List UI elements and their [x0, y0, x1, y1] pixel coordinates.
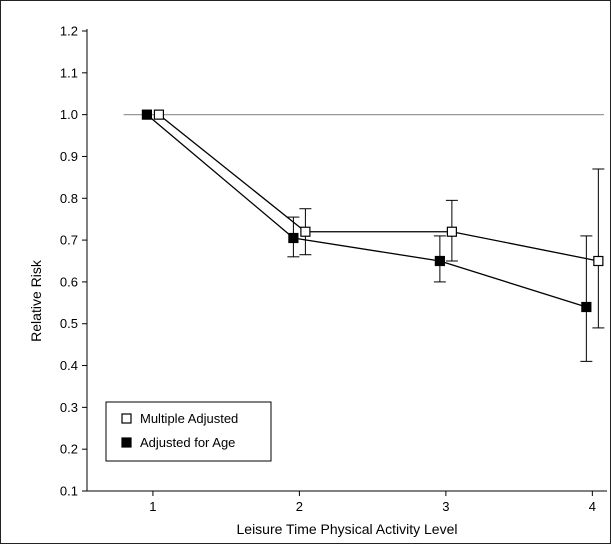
legend: Multiple Adjusted Adjusted for Age	[105, 401, 272, 462]
x-tick-label: 2	[296, 499, 303, 514]
legend-open-square-icon	[121, 413, 132, 424]
series-multiple-adjusted	[153, 109, 605, 329]
y-tick-label: 1.0	[60, 107, 78, 122]
y-tick-label: 0.8	[60, 191, 78, 206]
y-tick-label: 0.2	[60, 442, 78, 457]
axes: 0.1 0.2 0.3 0.4 0.5 0.6 0.7 0.8 0.9 1.0 1.1 1.2 1 2 3 4	[60, 24, 607, 514]
axis-labels: Leisure Time Physical Activity Level Rel…	[28, 259, 457, 537]
data-point-filled-square	[434, 255, 445, 267]
data-point-open-square	[153, 109, 165, 120]
legend-label-adjusted-for-age: Adjusted for Age	[140, 435, 235, 450]
y-tick-label: 0.9	[60, 149, 78, 164]
x-axis-title: Leisure Time Physical Activity Level	[237, 521, 458, 537]
series-adjusted-for-age	[141, 109, 593, 362]
series-line	[158, 114, 599, 262]
x-tick-label: 4	[589, 499, 596, 514]
legend-filled-square-icon	[121, 437, 132, 448]
data-point-open-square	[593, 255, 604, 267]
y-tick-label: 0.5	[60, 316, 78, 331]
x-tick-label: 3	[442, 499, 449, 514]
legend-label-multiple-adjusted: Multiple Adjusted	[140, 411, 238, 426]
y-tick-label: 0.7	[60, 233, 78, 248]
y-tick-label: 0.6	[60, 274, 78, 289]
series-group	[141, 109, 605, 362]
data-point-filled-square	[141, 109, 153, 120]
x-tick-label: 1	[149, 499, 156, 514]
data-point-open-square	[446, 226, 457, 237]
data-point-filled-square	[288, 232, 299, 244]
y-tick-label: 1.1	[60, 65, 78, 80]
y-axis-title: Relative Risk	[28, 259, 44, 342]
series-line	[146, 114, 587, 308]
legend-box	[105, 401, 272, 462]
y-tick-label: 1.2	[60, 24, 78, 39]
y-tick-label: 0.1	[60, 484, 78, 499]
y-tick-label: 0.3	[60, 400, 78, 415]
data-point-open-square	[300, 226, 311, 237]
y-tick-label: 0.4	[60, 358, 78, 373]
data-point-filled-square	[581, 301, 592, 313]
